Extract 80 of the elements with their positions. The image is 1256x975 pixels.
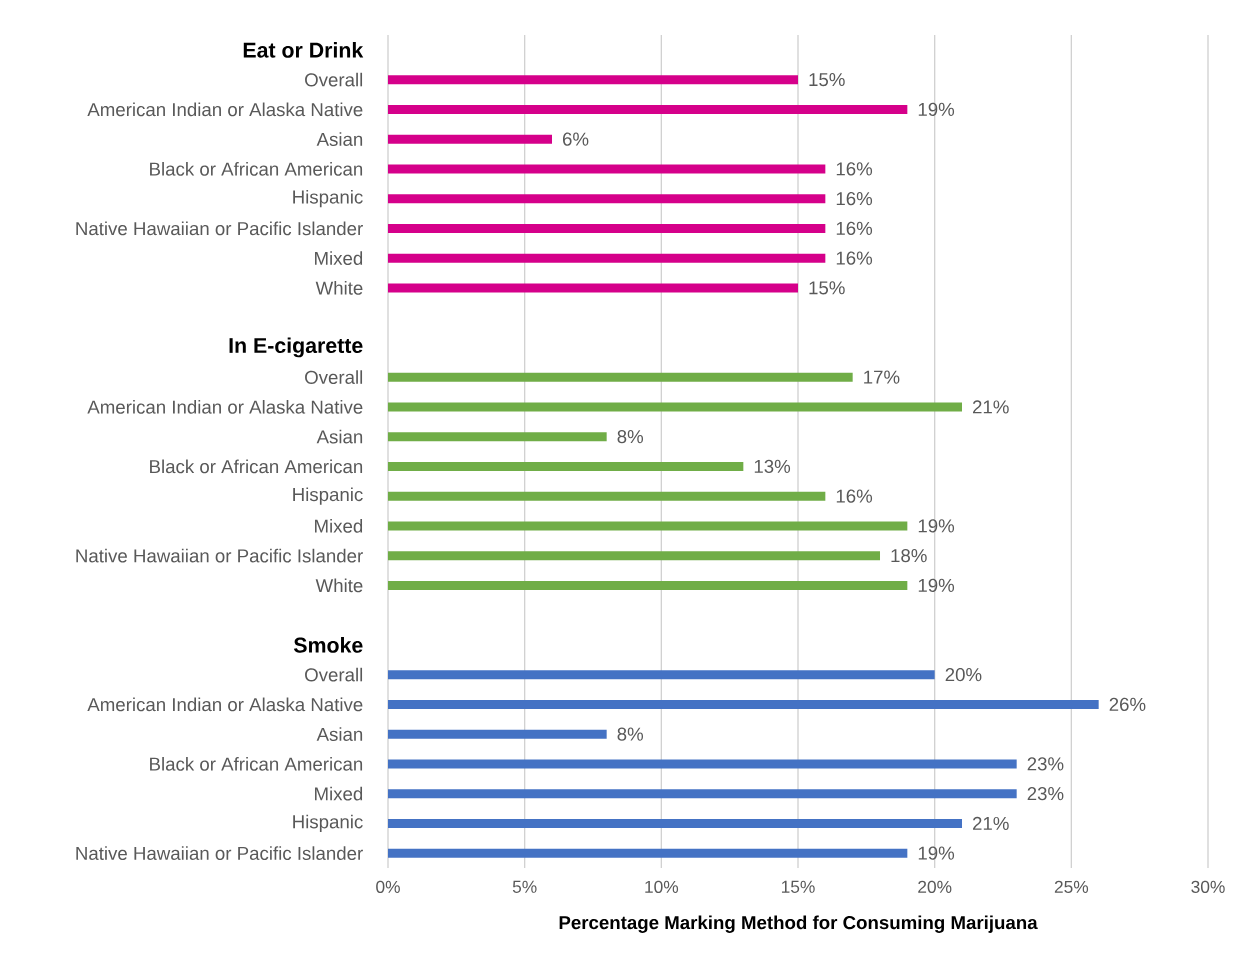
y-tick-label: American Indian or Alaska Native [87, 697, 363, 712]
data-label: 16% [836, 489, 873, 503]
y-tick-label: Native Hawaiian or Pacific Islander [76, 548, 363, 563]
y-tick-label: Mixed [315, 786, 363, 801]
y-tick-label: Native Hawaiian or Pacific Islander [76, 221, 363, 236]
y-tick-label: Eat or Drink [243, 42, 364, 58]
y-tick-label: Black or African American [150, 162, 363, 176]
bar [388, 491, 826, 501]
bar [388, 551, 881, 561]
bar [388, 283, 798, 293]
y-tick-label: Black or African American [150, 459, 363, 474]
y-tick-label: Smoke [293, 637, 363, 653]
data-label: 20% [945, 668, 982, 682]
y-tick-label: Asian [316, 727, 363, 741]
data-label: 19% [918, 578, 955, 592]
bar [388, 461, 744, 471]
y-tick-label: Overall [305, 72, 363, 87]
x-tick-label: 10% [645, 880, 679, 893]
data-label: 16% [836, 221, 873, 235]
y-tick-label: Overall [305, 370, 363, 384]
y-tick-label: Mixed [315, 519, 363, 533]
x-tick-label: 25% [1054, 880, 1089, 893]
bar [388, 699, 1099, 709]
bar [388, 759, 1017, 769]
bar [388, 432, 607, 442]
data-label: 8% [617, 430, 644, 444]
data-label: 21% [972, 400, 1009, 414]
data-label: 13% [754, 459, 791, 473]
y-tick-label: Native Hawaiian or Pacific Islander [76, 846, 363, 860]
y-tick-label: Hispanic [293, 814, 363, 833]
data-label: 21% [972, 816, 1009, 830]
data-label: 17% [864, 370, 900, 384]
bar [388, 521, 908, 531]
bar [388, 402, 963, 412]
data-label: 8% [617, 727, 644, 741]
bar [388, 223, 826, 233]
y-tick-label: Asian [316, 429, 363, 444]
x-tick-label: 0% [376, 880, 400, 893]
bar [388, 134, 553, 144]
x-tick-label: 20% [918, 880, 952, 893]
bar [388, 670, 935, 680]
data-label: 23% [1027, 787, 1064, 801]
x-tick-label: 15% [781, 880, 815, 893]
data-label: 26% [1109, 697, 1146, 711]
x-tick-label: 30% [1191, 880, 1225, 893]
x-axis-title: Percentage Marking Method for Consuming Marijuana [559, 915, 1038, 933]
data-label: 15% [809, 73, 845, 87]
bar [388, 164, 826, 174]
y-tick-label: White [315, 578, 363, 593]
y-tick-label: Overall [305, 667, 363, 682]
y-tick-label: Hispanic [293, 189, 363, 208]
y-tick-label: American Indian or Alaska Native [87, 102, 363, 117]
data-label: 19% [918, 846, 955, 860]
bar [388, 818, 963, 828]
data-label: 19% [918, 519, 955, 533]
y-tick-label: White [315, 281, 363, 295]
y-tick-label: American Indian or Alaska Native [87, 400, 363, 414]
bar [388, 253, 826, 263]
y-tick-label: In E-cigarette [229, 337, 363, 358]
bar [388, 580, 908, 590]
y-tick-label: Black or African American [150, 757, 363, 771]
bar [388, 789, 1017, 799]
bar [388, 372, 853, 382]
bar [388, 104, 908, 114]
data-label: 15% [809, 281, 845, 295]
bar [388, 194, 826, 204]
bar [388, 75, 798, 85]
bar [388, 729, 607, 739]
y-tick-label: Hispanic [293, 487, 363, 505]
data-label: 23% [1027, 757, 1064, 771]
data-label: 16% [836, 192, 873, 206]
y-tick-label: Mixed [315, 251, 363, 265]
x-tick-label: 5% [512, 880, 537, 893]
data-label: 19% [918, 102, 955, 116]
data-label: 6% [562, 132, 589, 146]
data-label: 16% [836, 162, 873, 176]
data-label: 18% [891, 549, 927, 563]
y-tick-label: Asian [316, 132, 363, 146]
data-label: 16% [836, 251, 873, 265]
bar [388, 848, 908, 858]
